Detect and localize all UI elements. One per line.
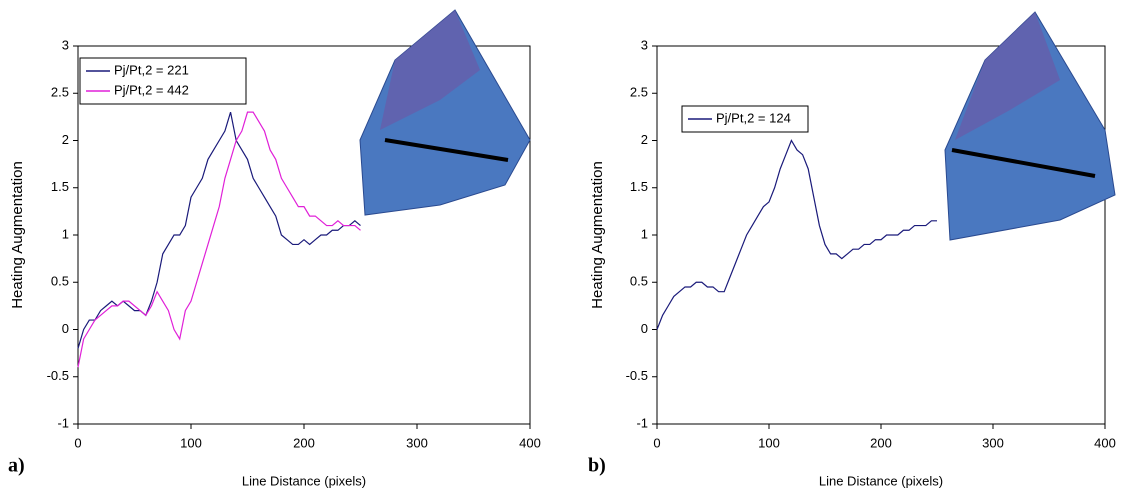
y-axis-title: Heating Augmentation [9, 161, 26, 309]
x-tick-label: 200 [293, 435, 315, 450]
x-tick-label: 400 [1094, 435, 1116, 450]
measurement-line [951, 148, 1096, 178]
x-tick-label: 100 [758, 435, 780, 450]
x-tick-label: 400 [519, 435, 541, 450]
y-tick-label: 3 [641, 37, 648, 52]
x-tick-label: 0 [74, 435, 81, 450]
surface-region [955, 12, 1060, 140]
surface-region [380, 10, 480, 130]
legend-box [79, 57, 247, 105]
y-tick-label: -0.5 [626, 368, 648, 383]
x-tick-label: 200 [870, 435, 892, 450]
y-tick-label: -1 [636, 415, 648, 430]
panel-label: b) [588, 455, 606, 477]
y-tick-label: 0.5 [630, 274, 648, 289]
x-tick-label: 300 [406, 435, 428, 450]
y-tick-label: 1.5 [51, 179, 69, 194]
y-tick-label: 1 [62, 226, 69, 241]
x-tick-label: 300 [982, 435, 1004, 450]
inset-image-a [359, 9, 531, 216]
y-tick-label: -1 [57, 415, 69, 430]
inset-image-b [944, 11, 1116, 241]
measurement-line [384, 138, 509, 162]
x-tick-label: 0 [653, 435, 660, 450]
x-tick-label: 100 [180, 435, 202, 450]
y-tick-label: 1.5 [630, 179, 648, 194]
y-tick-label: 3 [62, 37, 69, 52]
y-tick-label: 0 [62, 321, 69, 336]
legend-label: Pj/Pt,2 = 442 [114, 82, 189, 97]
y-axis-title: Heating Augmentation [589, 161, 606, 309]
y-tick-label: -0.5 [47, 368, 69, 383]
legend-label: Pj/Pt,2 = 221 [114, 62, 189, 77]
x-axis-title: Line Distance (pixels) [242, 473, 366, 488]
data-line [77, 111, 361, 349]
y-tick-label: 1 [641, 226, 648, 241]
x-axis-title: Line Distance (pixels) [819, 473, 943, 488]
y-tick-label: 2 [62, 132, 69, 147]
legend-label: Pj/Pt,2 = 124 [716, 110, 791, 125]
data-line [77, 111, 361, 368]
panel-label: a) [8, 455, 25, 477]
y-tick-label: 2.5 [51, 85, 69, 100]
y-tick-label: 2 [641, 132, 648, 147]
data-line [656, 139, 937, 330]
y-tick-label: 2.5 [630, 85, 648, 100]
y-tick-label: 0 [641, 321, 648, 336]
y-tick-label: 0.5 [51, 274, 69, 289]
